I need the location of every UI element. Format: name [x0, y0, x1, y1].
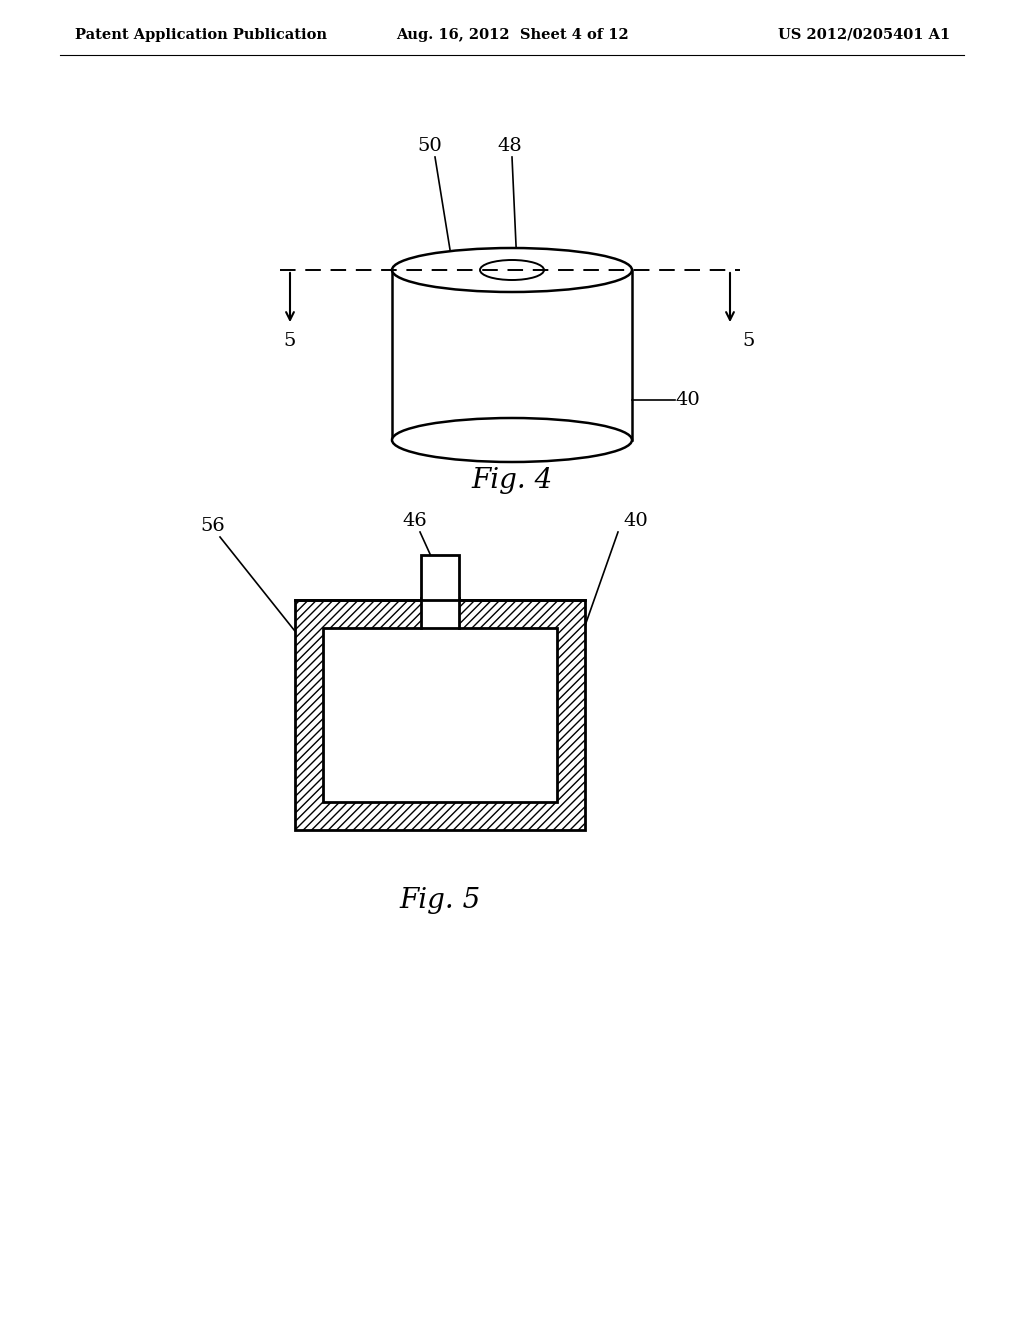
Text: 40: 40 — [623, 512, 648, 531]
Text: 5: 5 — [742, 333, 755, 350]
Bar — [295, 601, 585, 830]
Text: Fig. 5: Fig. 5 — [399, 887, 480, 913]
Bar — [421, 564, 459, 602]
Bar — [459, 601, 585, 628]
Ellipse shape — [392, 248, 632, 292]
Bar — [392, 271, 632, 440]
Text: Fig. 4: Fig. 4 — [471, 466, 553, 494]
Bar — [557, 601, 585, 830]
Ellipse shape — [480, 260, 544, 280]
Text: Aug. 16, 2012  Sheet 4 of 12: Aug. 16, 2012 Sheet 4 of 12 — [395, 28, 629, 42]
Text: 56: 56 — [200, 517, 224, 535]
Text: 54: 54 — [402, 731, 427, 748]
Bar — [295, 601, 323, 830]
Text: 50: 50 — [418, 137, 442, 154]
Bar — [295, 601, 421, 628]
Text: Patent Application Publication: Patent Application Publication — [75, 28, 327, 42]
Bar — [421, 554, 459, 601]
Text: US 2012/0205401 A1: US 2012/0205401 A1 — [778, 28, 950, 42]
Text: 48: 48 — [498, 137, 522, 154]
Text: 5: 5 — [283, 333, 295, 350]
Bar — [295, 803, 585, 830]
Ellipse shape — [392, 418, 632, 462]
Bar — [323, 628, 557, 803]
Text: 40: 40 — [675, 391, 699, 409]
Text: 46: 46 — [402, 512, 427, 531]
